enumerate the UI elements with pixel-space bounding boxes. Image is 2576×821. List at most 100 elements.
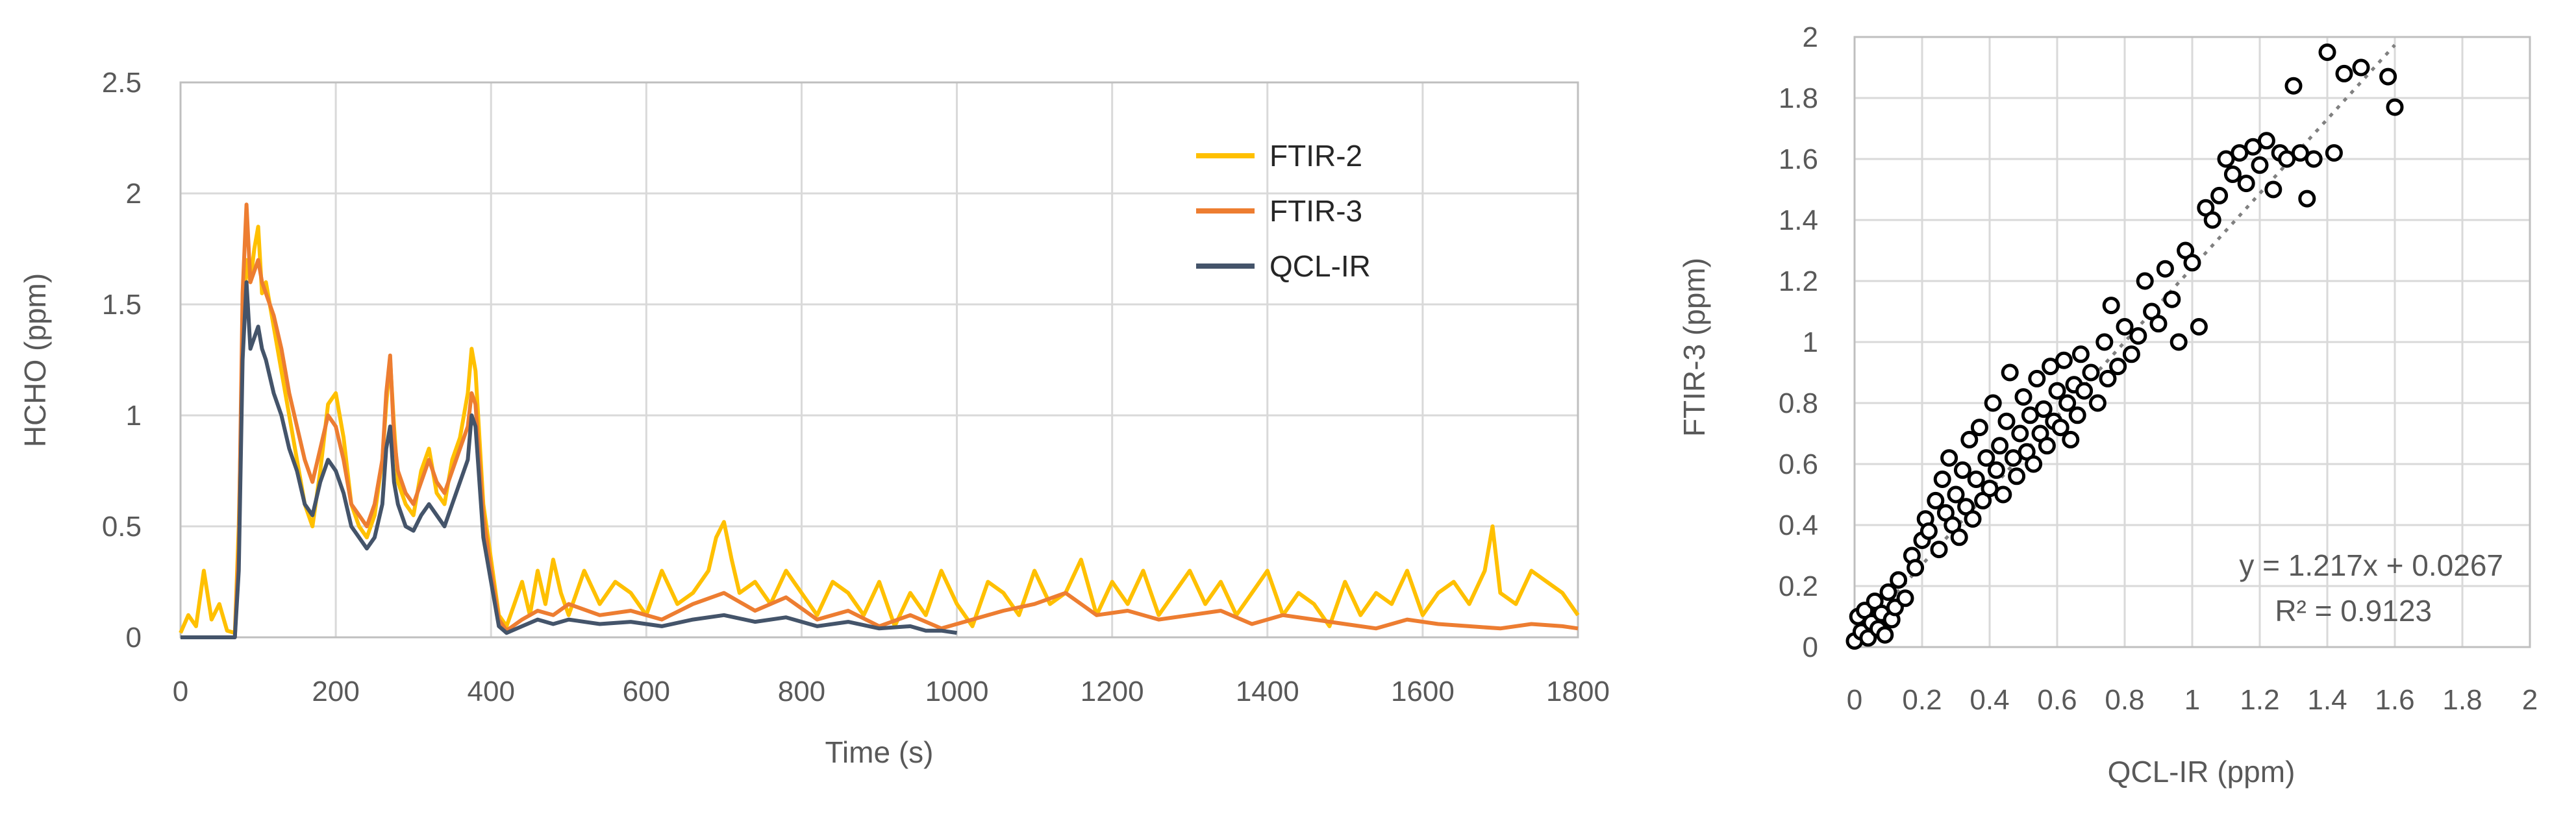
scatter-point bbox=[2305, 150, 2323, 168]
legend-label-ftir-2: FTIR-2 bbox=[1269, 139, 1362, 173]
scatter-x-tick-labels: 0 0.2 0.4 0.6 0.8 1 1.2 1.4 1.6 1.8 2 bbox=[1847, 684, 2538, 716]
scatter-point bbox=[2284, 77, 2303, 95]
scatter-x-tick-label: 0 bbox=[1847, 684, 1862, 716]
scatter-point bbox=[2008, 467, 2026, 485]
scatter-point bbox=[2237, 175, 2255, 193]
scatter-point bbox=[2075, 382, 2094, 400]
scatter-point bbox=[2011, 424, 2029, 443]
scatter-point bbox=[2088, 394, 2107, 412]
scatter-y-tick-label: 1.8 bbox=[1779, 82, 1818, 114]
time-series-x-tick-label: 200 bbox=[312, 676, 359, 707]
time-series-y-tick-label: 0.5 bbox=[102, 511, 142, 543]
scatter-point bbox=[2278, 150, 2296, 168]
scatter-point bbox=[2034, 400, 2053, 418]
scatter-point bbox=[2223, 165, 2242, 183]
time-series-legend: FTIR-2 FTIR-3 QCL-IR bbox=[1196, 139, 1371, 283]
scatter-x-tick-label: 0.4 bbox=[1970, 684, 2009, 716]
scatter-y-tick-label: 0.4 bbox=[1779, 509, 1818, 541]
scatter-point bbox=[2352, 58, 2370, 77]
time-series-y-tick-label: 0 bbox=[126, 622, 142, 654]
trendline-r-squared: R² = 0.9123 bbox=[2275, 594, 2432, 628]
scatter-point bbox=[1919, 522, 1938, 540]
scatter-points bbox=[1845, 43, 2404, 650]
scatter-point bbox=[2099, 369, 2117, 387]
scatter-point bbox=[2291, 144, 2309, 162]
scatter-chart: 0 0.2 0.4 0.6 0.8 1 1.2 1.4 1.6 1.8 2 0 0.2 0.4 0.6 0.… bbox=[1677, 21, 2538, 789]
time-series-x-tick-label: 1200 bbox=[1081, 676, 1144, 707]
scatter-point bbox=[2071, 345, 2090, 363]
time-series-y-tick-label: 1.5 bbox=[102, 289, 142, 321]
scatter-x-tick-label: 0.8 bbox=[2105, 684, 2144, 716]
scatter-point bbox=[2021, 406, 2039, 424]
scatter-point bbox=[2122, 345, 2140, 363]
time-series-x-tick-label: 600 bbox=[623, 676, 670, 707]
scatter-point bbox=[2251, 156, 2269, 174]
scatter-x-tick-label: 1 bbox=[2184, 684, 2200, 716]
scatter-point bbox=[1953, 461, 1971, 479]
time-series-x-tick-label: 1400 bbox=[1236, 676, 1299, 707]
series-line-qcl-ir bbox=[181, 280, 958, 639]
time-series-x-tick-label: 400 bbox=[468, 676, 515, 707]
scatter-point bbox=[2014, 388, 2032, 406]
scatter-point bbox=[2264, 180, 2282, 199]
legend-label-qcl-ir: QCL-IR bbox=[1269, 249, 1371, 283]
scatter-point bbox=[1933, 471, 1951, 488]
time-series-y-tick-labels: 0 0.5 1 1.5 2 2.5 bbox=[102, 67, 142, 654]
scatter-x-tick-label: 1.6 bbox=[2375, 684, 2414, 716]
scatter-point bbox=[2163, 290, 2181, 308]
scatter-point bbox=[2298, 190, 2316, 208]
scatter-point bbox=[2335, 64, 2353, 82]
scatter-point bbox=[2325, 144, 2343, 162]
scatter-point bbox=[1947, 485, 1965, 504]
scatter-point bbox=[1984, 394, 2002, 412]
time-series-x-tick-label: 0 bbox=[173, 676, 188, 707]
scatter-point bbox=[2058, 394, 2077, 412]
scatter-y-tick-label: 0.6 bbox=[1779, 448, 1818, 480]
scatter-point bbox=[2116, 318, 2134, 336]
scatter-x-tick-label: 1.2 bbox=[2240, 684, 2279, 716]
scatter-point bbox=[2136, 272, 2154, 290]
scatter-point bbox=[2129, 327, 2147, 345]
scatter-point bbox=[1960, 430, 1979, 448]
time-series-x-tick-label: 800 bbox=[778, 676, 825, 707]
scatter-point bbox=[2156, 260, 2174, 278]
time-series-x-tick-label: 1000 bbox=[925, 676, 989, 707]
scatter-point bbox=[2038, 437, 2056, 455]
scatter-point bbox=[1991, 437, 2009, 455]
time-series-x-tick-labels: 0 200 400 600 800 1000 1200 1400 1600 1800 bbox=[173, 676, 1610, 707]
scatter-point bbox=[1930, 541, 1948, 559]
scatter-point bbox=[1890, 571, 1908, 589]
scatter-point bbox=[1997, 412, 2016, 430]
scatter-point bbox=[1964, 510, 1982, 528]
scatter-point bbox=[2004, 449, 2022, 467]
scatter-point bbox=[1876, 626, 1894, 644]
scatter-point bbox=[1994, 485, 2012, 504]
scatter-point bbox=[2095, 333, 2114, 351]
scatter-point bbox=[1987, 461, 2005, 479]
trendline-equation: y = 1.217x + 0.0267 bbox=[2239, 548, 2503, 582]
scatter-y-tick-label: 2 bbox=[1803, 21, 1818, 53]
time-series-plot-frame bbox=[179, 81, 1579, 639]
scatter-point bbox=[2068, 406, 2086, 424]
scatter-x-axis-title: QCL-IR (ppm) bbox=[2108, 755, 2295, 789]
legend-label-ftir-3: FTIR-3 bbox=[1269, 194, 1362, 228]
scatter-point bbox=[1970, 419, 1988, 437]
time-series-y-axis-title: HCHO (ppm) bbox=[18, 273, 52, 447]
scatter-y-tick-label: 1.6 bbox=[1779, 143, 1818, 175]
scatter-point bbox=[2025, 455, 2043, 473]
scatter-point bbox=[2257, 132, 2275, 150]
scatter-point bbox=[2149, 315, 2168, 333]
scatter-point bbox=[2231, 144, 2249, 162]
scatter-point bbox=[2048, 382, 2066, 400]
scatter-y-tick-label: 0.8 bbox=[1779, 387, 1818, 419]
time-series-x-tick-label: 1600 bbox=[1391, 676, 1455, 707]
scatter-x-tick-label: 0.6 bbox=[2037, 684, 2077, 716]
scatter-point bbox=[1940, 449, 1958, 467]
scatter-point bbox=[2055, 351, 2073, 369]
scatter-x-tick-label: 1.8 bbox=[2442, 684, 2482, 716]
scatter-point bbox=[2217, 150, 2235, 168]
scatter-point bbox=[2042, 358, 2060, 376]
scatter-point bbox=[1950, 528, 1968, 546]
scatter-point bbox=[1927, 491, 1945, 509]
